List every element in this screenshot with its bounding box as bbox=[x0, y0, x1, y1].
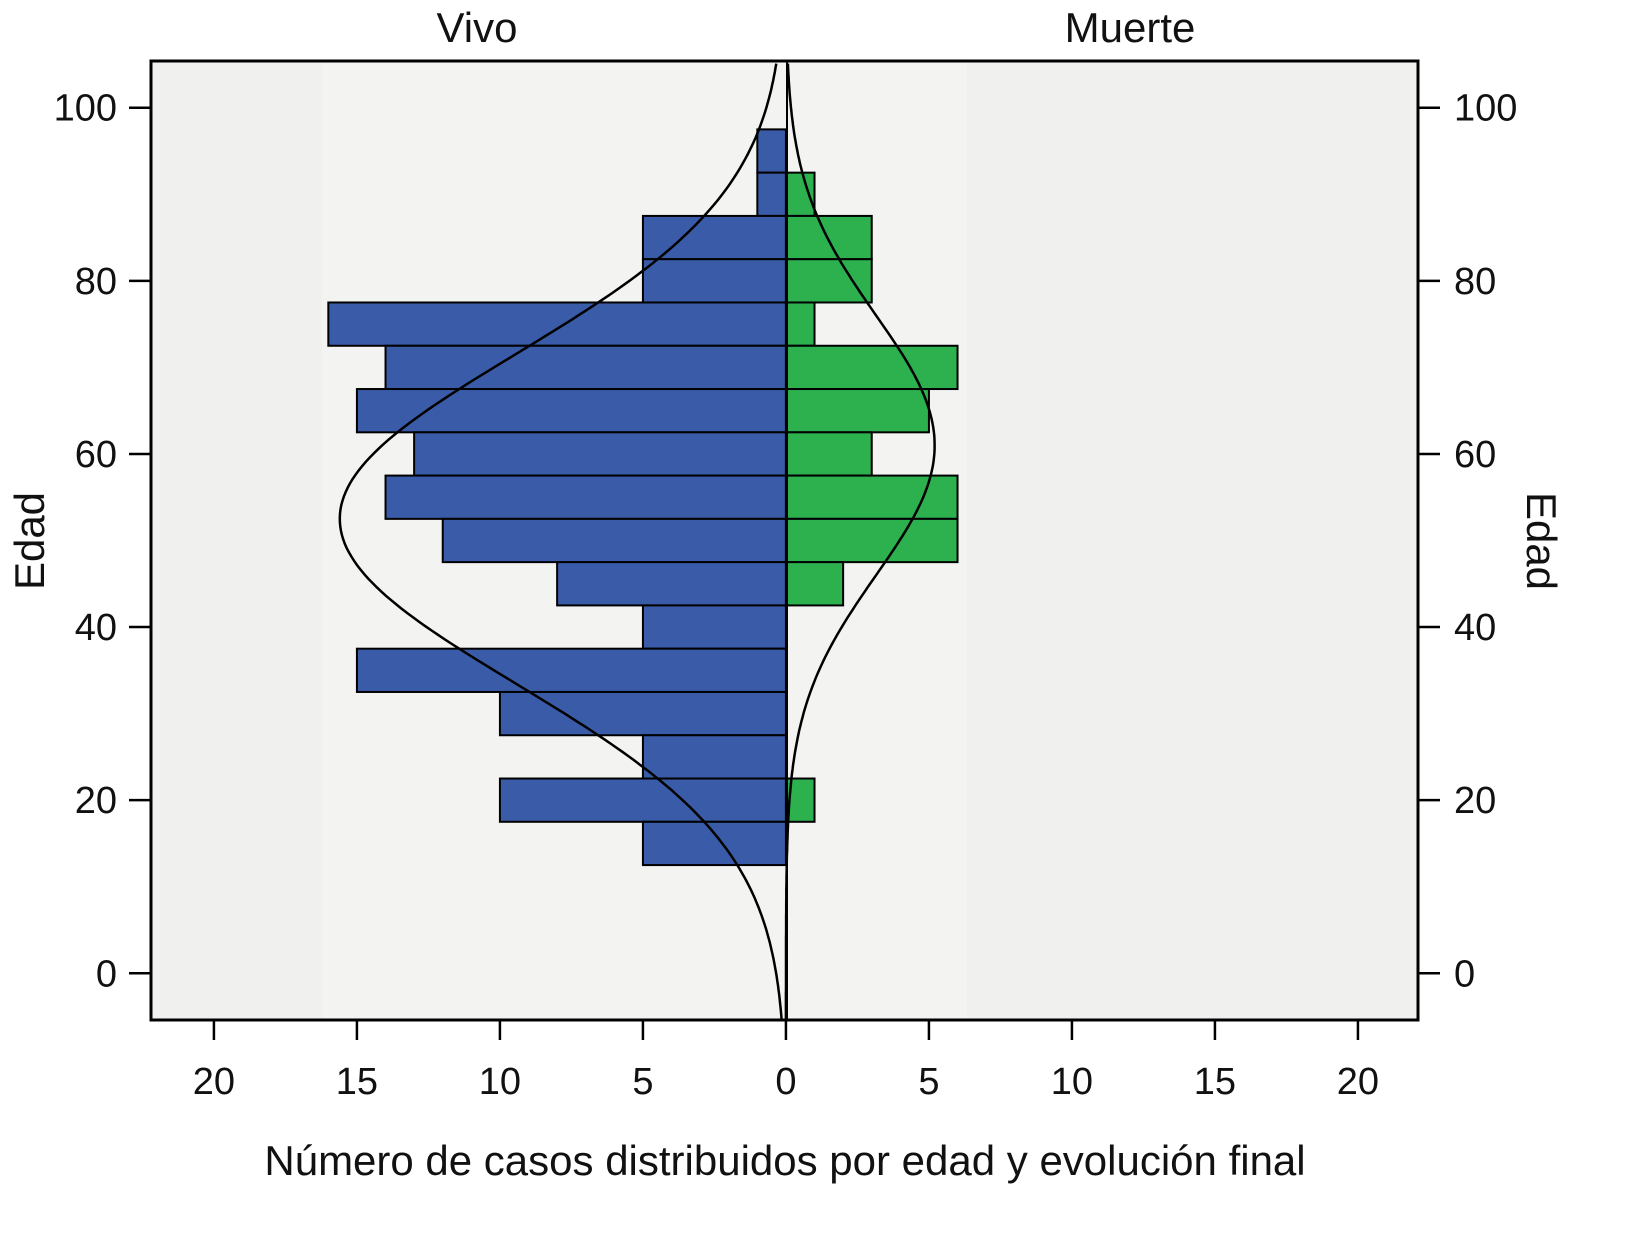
panel-label-vivo: Vivo bbox=[437, 4, 518, 51]
bar-vivo-35 bbox=[355, 647, 787, 693]
y-tick-label-right: 40 bbox=[1454, 607, 1496, 649]
bar-vivo-50 bbox=[441, 517, 787, 564]
x-tick-label: 10 bbox=[479, 1061, 521, 1103]
bar-vivo-60 bbox=[413, 431, 787, 477]
bar-vivo-30 bbox=[498, 690, 787, 737]
bar-vivo-75 bbox=[327, 301, 787, 347]
y-tick-label-left: 40 bbox=[75, 607, 117, 649]
bar-vivo-65 bbox=[355, 388, 787, 434]
y-tick-label-left: 0 bbox=[96, 953, 117, 995]
x-tick-label: 15 bbox=[336, 1061, 378, 1103]
bar-vivo-55 bbox=[384, 474, 787, 520]
bar-muerte-65 bbox=[784, 388, 930, 434]
x-tick-label: 10 bbox=[1051, 1061, 1093, 1103]
bar-vivo-15 bbox=[641, 820, 787, 867]
y-tick-label-right: 100 bbox=[1454, 88, 1517, 130]
x-tick-label: 15 bbox=[1194, 1061, 1236, 1103]
plot-frame bbox=[149, 59, 1420, 1022]
bar-vivo-40 bbox=[641, 604, 787, 650]
bar-vivo-70 bbox=[384, 344, 787, 391]
y-tick-label-left: 20 bbox=[75, 780, 117, 822]
x-tick-label: 20 bbox=[1337, 1061, 1379, 1103]
bar-muerte-90 bbox=[784, 171, 816, 217]
y-tick-label-left: 100 bbox=[54, 88, 117, 130]
bar-muerte-85 bbox=[784, 214, 873, 261]
y-tick-label-left: 60 bbox=[75, 434, 117, 476]
x-tick-label: 0 bbox=[775, 1061, 796, 1103]
bar-vivo-80 bbox=[641, 258, 787, 304]
panel-label-muerte: Muerte bbox=[1065, 4, 1196, 51]
bar-vivo-25 bbox=[641, 734, 787, 780]
bar-muerte-45 bbox=[784, 561, 845, 607]
bar-vivo-95 bbox=[756, 128, 787, 174]
bar-muerte-20 bbox=[784, 777, 816, 823]
y-tick-label-right: 20 bbox=[1454, 780, 1496, 822]
bar-muerte-55 bbox=[784, 474, 959, 520]
bar-muerte-75 bbox=[784, 301, 816, 347]
x-tick-label: 20 bbox=[193, 1061, 235, 1103]
y-axis-label-right: Edad bbox=[1518, 492, 1565, 590]
bar-muerte-70 bbox=[784, 344, 959, 391]
bar-vivo-20 bbox=[498, 777, 787, 823]
y-tick-label-right: 80 bbox=[1454, 261, 1496, 303]
x-axis-label: Número de casos distribuidos por edad y … bbox=[264, 1137, 1305, 1184]
bar-muerte-80 bbox=[784, 258, 873, 304]
y-tick-label-right: 60 bbox=[1454, 434, 1496, 476]
bar-muerte-50 bbox=[784, 517, 959, 564]
x-tick-label: 5 bbox=[918, 1061, 939, 1103]
y-axis-label-left: Edad bbox=[6, 492, 53, 590]
bar-vivo-45 bbox=[556, 561, 787, 607]
y-tick-label-right: 0 bbox=[1454, 953, 1475, 995]
bar-muerte-60 bbox=[784, 431, 873, 477]
bar-vivo-90 bbox=[756, 171, 787, 217]
x-tick-label: 5 bbox=[632, 1061, 653, 1103]
y-tick-label-left: 80 bbox=[75, 261, 117, 303]
normal-curve-vivo bbox=[338, 63, 783, 1021]
